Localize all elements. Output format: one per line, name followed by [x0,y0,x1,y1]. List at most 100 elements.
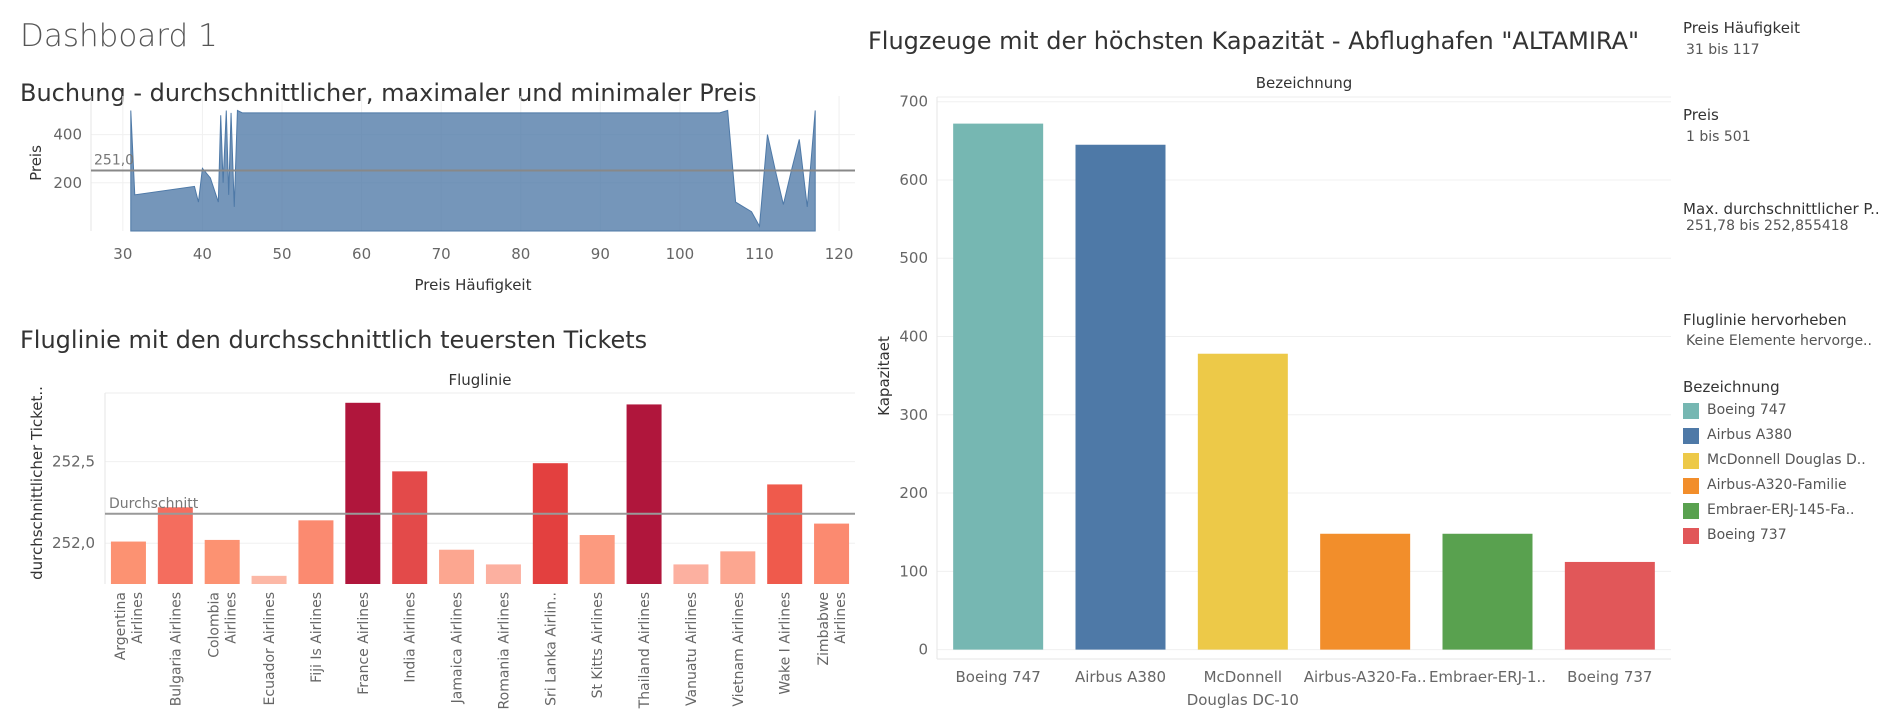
x-tick-label: Boeing 737 [1567,668,1652,686]
x-tick-label: Jamaica Airlines [450,592,466,704]
y-tick-label: 200 [899,484,928,502]
y-axis-label: durchschnittlicher Ticket.. [28,386,46,580]
aircraft-bar [1075,144,1166,650]
x-tick-label: Romania Airlines [496,592,512,709]
x-tick-label: St Kitts Airlines [590,592,606,698]
aircraft-bar [953,123,1044,650]
x-tick-label: Vanuatu Airlines [684,592,700,706]
x-tick-label: Thailand Airlines [637,592,653,709]
aircraft-bar [1564,561,1655,650]
x-tick-label: 30 [113,245,132,263]
y-tick-label: 600 [899,171,928,189]
x-tick-label: Douglas DC-10 [1187,691,1299,709]
y-tick-label: 0 [918,641,928,659]
filter-preis-title: Preis [1683,106,1719,124]
filter-preis-value[interactable]: 1 bis 501 [1686,129,1751,145]
x-tick-label: Bulgaria Airlines [168,592,184,706]
y-tick-label: 200 [53,174,82,192]
y-tick-label: 300 [899,406,928,424]
aircraft-bar [1320,533,1411,650]
x-tick-label: 110 [745,245,774,263]
y-tick-label: 100 [899,562,928,580]
x-tick-label: Wake I Airlines [778,592,794,695]
buchung-chart-title: Buchung - durchschnittlicher, maximaler … [20,79,757,107]
y-tick-label: 400 [53,126,82,144]
legend-swatch [1683,453,1699,469]
airline-bar [157,507,193,584]
fluglinie-chart-title: Fluglinie mit den durchsschnittlich teue… [20,326,648,354]
flugzeuge-chart-title: Flugzeuge mit der höchsten Kapazität - A… [868,27,1640,55]
x-tick-label: Sri Lanka Airlin.. [543,592,559,706]
airline-bar [673,564,709,584]
x-tick-label: Boeing 747 [956,668,1041,686]
filter-max-preis-title: Max. durchschnittlicher P.. [1683,200,1880,218]
x-tick-label: Airbus A380 [1075,668,1166,686]
legend-label: McDonnell Douglas D.. [1707,452,1866,468]
column-header: Bezeichnung [1256,74,1353,92]
legend-swatch [1683,428,1699,444]
x-tick-label: Airlines [224,592,240,644]
airline-bar [204,539,240,584]
x-tick-label: Fiji Is Airlines [309,592,325,683]
x-tick-label: Vietnam Airlines [731,592,747,707]
legend-title: Bezeichnung [1683,378,1780,396]
reference-line-label: 251,0 [94,152,134,168]
x-tick-label: 90 [591,245,610,263]
x-tick-label: Argentina [113,592,129,660]
airline-bar [720,551,756,584]
aircraft-bar [1197,353,1288,650]
dashboard-title: Dashboard 1 [20,18,218,54]
airline-bar [767,484,803,584]
x-tick-label: Airbus-A320-Fa.. [1304,668,1427,686]
average-line-label: Durchschnitt [109,496,199,512]
x-tick-label: 70 [432,245,451,263]
x-tick-label: 100 [666,245,695,263]
x-axis-label: Preis Häufigkeit [415,276,532,294]
x-tick-label: India Airlines [403,592,419,683]
y-axis-label: Preis [27,145,45,181]
column-header: Fluglinie [448,371,511,389]
legend-label: Embraer-ERJ-145-Fa.. [1707,502,1855,518]
airline-bar [814,523,850,584]
airline-bar [532,463,568,584]
airline-bar [392,471,428,584]
legend-swatch [1683,503,1699,519]
x-tick-label: 40 [193,245,212,263]
airline-bar [485,564,521,584]
x-tick-label: Ecuador Airlines [262,592,278,705]
y-tick-label: 252,5 [52,453,95,471]
x-tick-label: McDonnell [1204,668,1283,686]
y-tick-label: 700 [899,93,928,111]
x-tick-label: 60 [352,245,371,263]
x-tick-label: 120 [825,245,854,263]
x-tick-label: Zimbabwe [816,592,832,666]
airline-bar [626,404,662,584]
x-tick-label: Embraer-ERJ-1.. [1429,668,1546,686]
legend-label: Boeing 747 [1707,402,1787,418]
filter-preis-haeufigkeit-value[interactable]: 31 bis 117 [1686,42,1760,58]
y-axis-label: Kapazitaet [875,336,893,416]
airline-bar [579,535,615,584]
legend-swatch [1683,528,1699,544]
airline-bar [439,549,475,584]
aircraft-bar [1442,533,1533,650]
y-tick-label: 252,0 [52,534,95,552]
filter-fluglinie-hervorheben-value[interactable]: Keine Elemente hervorge.. [1686,333,1872,349]
legend-swatch [1683,478,1699,494]
filter-preis-haeufigkeit-title: Preis Häufigkeit [1683,19,1800,37]
x-tick-label: Colombia [207,592,223,658]
x-tick-label: 80 [511,245,530,263]
x-tick-label: Airlines [833,592,849,644]
airline-bar [110,541,146,584]
x-tick-label: France Airlines [356,592,372,695]
legend-label: Boeing 737 [1707,527,1787,543]
filter-max-preis-value[interactable]: 251,78 bis 252,855418 [1686,218,1849,234]
x-tick-label: Airlines [130,592,146,644]
airline-bar [298,520,334,584]
y-tick-label: 400 [899,328,928,346]
legend-swatch [1683,403,1699,419]
legend-label: Airbus-A320-Familie [1707,477,1847,493]
